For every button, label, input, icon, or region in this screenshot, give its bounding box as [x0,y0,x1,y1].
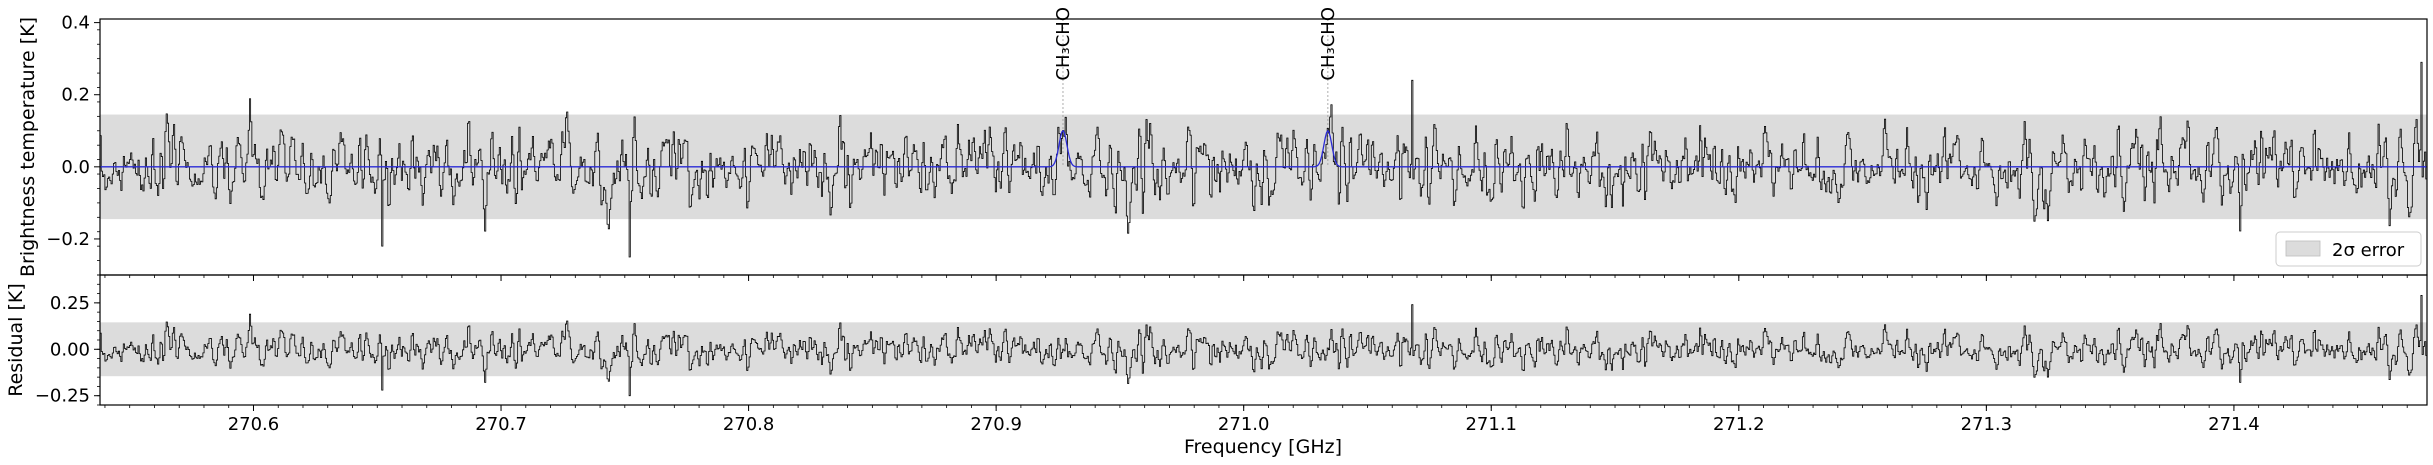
x-tick-label: 270.9 [970,414,1022,435]
y-tick-label: 0.25 [50,293,90,314]
y-tick-label: −0.2 [46,229,90,250]
residual-line [100,295,2427,397]
x-tick-label: 271.1 [1465,414,1517,435]
legend-swatch [2285,240,2321,257]
y-tick-label: −0.25 [35,386,90,407]
bottom-axes-frame [99,274,2428,406]
x-tick-label: 271.0 [1218,414,1270,435]
x-tick-label: 270.7 [475,414,527,435]
model-spectrum-line [100,129,2427,168]
residual-spectrum-layer [100,295,2427,397]
legend: 2σ error [2275,231,2422,267]
x-axis-label: Frequency [GHz] [1184,436,1342,458]
x-tick-label: 270.6 [228,414,280,435]
annotation-label: CH₃CHO [1318,7,1339,81]
bottom-y-ticks: −0.25 0.00 0.25 [35,274,100,407]
bottom-x-ticks: 270.6 270.7 270.8 270.9 271.0 271.1 271.2 271.3… [104,405,2408,435]
x-tick-label: 270.8 [723,414,775,435]
top-y-axis-label: Brightness temperature [K] [17,17,39,277]
y-tick-label: 0.4 [61,13,90,34]
line-annotations: CH₃CHO CH₃CHO [1053,7,1339,167]
spectrum-panel: CH₃CHO CH₃CHO −0.2 0.0 0.2 0.4 Brightness te… [17,7,2428,281]
top-x-ticks [104,275,2408,281]
residual-panel: −0.250.000.25 270.6 270.7 270.8 270.9 271.0 2… [5,274,2428,458]
x-tick-label: 271.3 [1961,414,2013,435]
top-y-ticks: −0.2 0.0 0.2 0.4 [46,13,100,276]
y-tick-label: 0.2 [61,85,90,106]
x-tick-label: 271.2 [1713,414,1765,435]
annotation-label: CH₃CHO [1053,7,1074,81]
legend-frame [2275,231,2422,267]
y-tick-label: 0.0 [61,157,90,178]
y-tick-label: 0.00 [50,339,90,360]
legend-label: 2σ error [2332,240,2405,261]
model-spectrum-layer [100,129,2427,168]
x-tick-label: 271.4 [2208,414,2260,435]
bottom-y-axis-label: Residual [K] [5,283,27,397]
